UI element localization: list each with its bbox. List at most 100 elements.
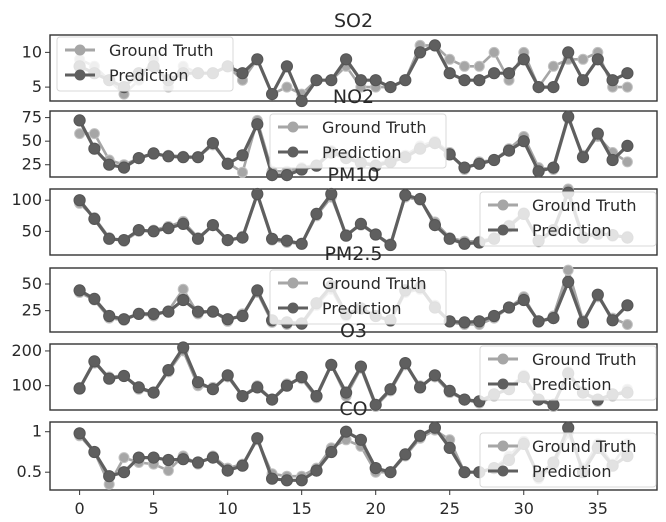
data-point-prediction — [325, 187, 338, 201]
data-point-prediction — [147, 451, 160, 464]
data-point-prediction — [621, 299, 634, 312]
data-point-prediction — [621, 67, 634, 80]
data-point-prediction — [117, 466, 131, 479]
data-point-prediction — [547, 312, 560, 325]
data-point-prediction — [206, 219, 219, 232]
data-point-prediction — [502, 67, 516, 80]
data-point-prediction — [88, 212, 101, 225]
data-point-prediction — [236, 67, 249, 80]
y-tick-label: 5 — [32, 77, 42, 96]
legend-label: Ground Truth — [322, 274, 427, 293]
y-tick-label: 25 — [22, 155, 42, 174]
x-tick-label: 30 — [514, 499, 534, 518]
panel-3: 50 100 PM10 Ground Truth Prediction — [11, 164, 658, 256]
legend-swatch-marker — [497, 353, 509, 365]
data-point-ground-truth — [177, 283, 189, 295]
data-point-ground-truth — [162, 465, 174, 477]
data-point-prediction — [532, 81, 545, 94]
data-point-prediction — [384, 466, 397, 479]
data-point-ground-truth — [562, 264, 574, 276]
data-point-prediction — [206, 137, 219, 150]
y-tick-label: 200 — [11, 341, 42, 360]
legend-label: Ground Truth — [322, 118, 427, 137]
data-point-prediction — [354, 74, 367, 87]
data-point-prediction — [532, 165, 545, 178]
panel-title: SO2 — [334, 10, 373, 32]
panel-frame — [49, 34, 658, 102]
data-point-prediction — [443, 441, 456, 454]
data-point-prediction — [251, 381, 264, 394]
data-point-prediction — [177, 341, 190, 354]
data-point-prediction — [473, 74, 486, 87]
legend: Ground Truth Prediction — [269, 269, 447, 325]
data-point-prediction — [591, 127, 604, 140]
data-point-prediction — [191, 456, 205, 469]
data-point-prediction — [576, 151, 590, 164]
data-point-prediction — [621, 139, 634, 152]
x-tick-label: 20 — [366, 499, 386, 518]
data-point-prediction — [428, 39, 441, 52]
legend-swatch-marker — [497, 465, 509, 477]
data-point-prediction — [354, 217, 367, 230]
y-tick-label: 25 — [22, 301, 42, 320]
data-point-prediction — [132, 307, 145, 320]
data-point-prediction — [399, 357, 412, 370]
data-point-prediction — [162, 150, 175, 163]
data-point-prediction — [266, 169, 279, 182]
data-point-prediction — [443, 384, 456, 397]
data-point-prediction — [266, 472, 279, 485]
legend: Ground Truth Prediction — [479, 345, 657, 401]
data-point-prediction — [73, 284, 86, 297]
data-point-prediction — [162, 453, 175, 467]
data-point-prediction — [132, 451, 145, 464]
legend: Ground Truth Prediction — [479, 432, 657, 488]
data-point-prediction — [191, 151, 205, 164]
panel-5: 100 200 O3 Ground Truth Prediction — [11, 320, 658, 412]
data-point-prediction — [325, 74, 338, 87]
legend-label: Prediction — [532, 375, 611, 394]
data-point-prediction — [369, 74, 382, 87]
x-tick-label: 5 — [149, 499, 159, 518]
data-point-ground-truth — [237, 166, 248, 178]
data-point-prediction — [103, 158, 116, 171]
data-point-prediction — [502, 144, 516, 157]
data-point-prediction — [488, 309, 501, 323]
data-point-prediction — [517, 293, 530, 307]
data-point-prediction — [399, 189, 412, 202]
data-point-prediction — [354, 360, 367, 373]
data-point-prediction — [236, 149, 249, 162]
data-point-prediction — [562, 421, 575, 434]
data-point-prediction — [206, 451, 219, 464]
data-point-prediction — [502, 301, 516, 314]
data-point-prediction — [147, 225, 160, 238]
legend-swatch-marker — [497, 440, 509, 452]
legend-swatch-marker — [287, 146, 299, 158]
data-point-prediction — [221, 464, 234, 477]
data-point-prediction — [73, 114, 86, 127]
data-point-prediction — [251, 284, 264, 297]
data-point-prediction — [266, 393, 279, 406]
data-point-prediction — [177, 453, 190, 466]
y-tick-label: 75 — [22, 108, 42, 127]
data-point-prediction — [117, 161, 131, 174]
legend-box — [269, 113, 447, 169]
x-tick-label: 0 — [75, 499, 85, 518]
data-point-prediction — [73, 427, 86, 440]
data-point-prediction — [340, 53, 353, 66]
data-point-prediction — [310, 464, 323, 477]
panel-frame — [49, 267, 658, 333]
data-point-ground-truth — [459, 60, 470, 72]
y-tick-label: 10 — [22, 42, 42, 61]
legend-box — [479, 432, 657, 488]
data-point-prediction — [206, 305, 219, 318]
data-point-prediction — [369, 462, 382, 475]
data-point-prediction — [236, 459, 249, 472]
data-point-prediction — [399, 74, 412, 87]
y-tick-label: 50 — [22, 221, 42, 240]
data-point-ground-truth — [281, 81, 293, 93]
data-point-ground-truth — [621, 319, 633, 330]
data-point-prediction — [369, 398, 382, 411]
data-point-prediction — [458, 316, 471, 329]
data-point-prediction — [295, 370, 308, 384]
